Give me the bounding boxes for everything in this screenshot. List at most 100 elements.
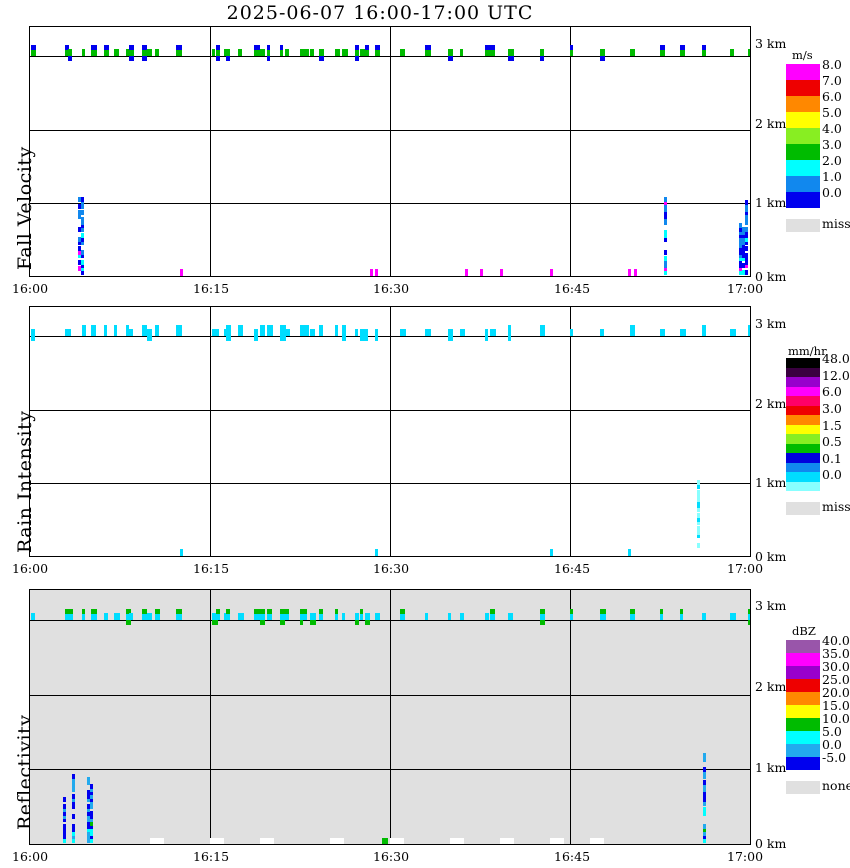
data-cell bbox=[703, 831, 706, 836]
data-cell bbox=[630, 325, 635, 331]
vertical-gridline bbox=[570, 27, 571, 276]
colorbar-swatch bbox=[786, 176, 820, 192]
data-cell bbox=[480, 269, 483, 276]
data-cell bbox=[660, 45, 665, 51]
data-cell bbox=[319, 612, 323, 620]
data-cell bbox=[745, 227, 748, 232]
data-cell bbox=[703, 774, 706, 779]
data-cell bbox=[697, 533, 700, 538]
data-cell bbox=[254, 45, 260, 51]
data-cell bbox=[280, 45, 283, 51]
data-cell bbox=[104, 49, 109, 57]
data-cell bbox=[104, 45, 109, 51]
data-cell bbox=[72, 838, 75, 843]
data-cell bbox=[739, 260, 742, 265]
data-cell bbox=[90, 831, 93, 836]
panel2-xtick-2: 16:30 bbox=[373, 561, 410, 576]
data-cell bbox=[540, 608, 545, 614]
data-cell bbox=[745, 246, 748, 251]
panel3-xtick-2: 16:30 bbox=[373, 849, 410, 864]
data-cell bbox=[176, 49, 182, 57]
data-cell bbox=[360, 608, 363, 614]
data-cell bbox=[703, 790, 706, 795]
data-cell bbox=[63, 834, 66, 839]
colorbar-swatch bbox=[786, 679, 820, 692]
data-cell bbox=[508, 612, 513, 620]
colorbar-swatch bbox=[786, 462, 820, 472]
data-cell bbox=[570, 329, 573, 337]
data-cell bbox=[212, 329, 217, 337]
data-cell bbox=[702, 612, 706, 620]
data-cell bbox=[448, 49, 453, 57]
data-cell bbox=[540, 325, 545, 331]
data-cell bbox=[87, 838, 90, 843]
data-cell bbox=[739, 227, 742, 232]
colorbar-unit-ms: m/s bbox=[792, 48, 813, 62]
data-cell bbox=[748, 329, 750, 337]
data-cell bbox=[748, 612, 750, 620]
vertical-gridline bbox=[390, 27, 391, 276]
data-cell bbox=[745, 260, 748, 265]
colorbar-tick: 0.5 bbox=[822, 434, 842, 450]
data-cell bbox=[630, 608, 635, 614]
data-cell bbox=[216, 612, 220, 620]
colorbar-unit-mmhr: mm/hr bbox=[788, 344, 827, 358]
data-cell bbox=[81, 200, 84, 205]
data-cell bbox=[91, 325, 96, 331]
data-cell bbox=[400, 329, 406, 337]
data-cell bbox=[72, 784, 75, 789]
data-cell bbox=[703, 827, 706, 832]
data-cell bbox=[72, 780, 75, 785]
data-cell bbox=[114, 49, 119, 57]
data-cell bbox=[630, 612, 635, 620]
data-cell bbox=[90, 817, 93, 822]
data-cell bbox=[126, 325, 129, 331]
data-cell bbox=[129, 329, 133, 337]
data-cell bbox=[90, 834, 93, 839]
data-cell bbox=[702, 329, 706, 337]
data-cell bbox=[697, 530, 700, 535]
data-cell bbox=[129, 612, 133, 620]
data-cell bbox=[90, 797, 93, 802]
data-cell bbox=[664, 207, 667, 212]
data-cell bbox=[260, 612, 265, 620]
panel-reflectivity bbox=[29, 589, 751, 845]
data-cell bbox=[745, 237, 748, 242]
data-cell bbox=[680, 612, 683, 620]
colorbar-missing-label: miss bbox=[822, 499, 850, 514]
data-cell bbox=[114, 329, 117, 337]
data-cell bbox=[375, 269, 378, 276]
data-cell bbox=[739, 233, 742, 238]
data-cell bbox=[81, 220, 84, 225]
data-cell bbox=[360, 49, 366, 57]
data-cell bbox=[72, 797, 75, 802]
data-cell bbox=[126, 612, 131, 620]
data-cell bbox=[570, 45, 573, 51]
data-cell bbox=[680, 608, 683, 614]
data-cell bbox=[739, 240, 742, 245]
data-cell bbox=[72, 831, 75, 836]
data-cell bbox=[267, 329, 273, 337]
colorbar-swatch bbox=[786, 666, 820, 679]
data-cell bbox=[63, 807, 66, 812]
colorbar-tick: 0.0 bbox=[822, 185, 842, 200]
colorbar-tick: 3.0 bbox=[822, 400, 842, 416]
data-cell bbox=[355, 56, 359, 62]
data-cell bbox=[745, 263, 748, 268]
data-cell bbox=[739, 237, 742, 242]
colorbar-swatch bbox=[786, 415, 820, 425]
data-cell bbox=[81, 237, 84, 242]
panel-fall-velocity bbox=[29, 26, 751, 277]
colorbar-tick: 20.0 bbox=[822, 685, 850, 700]
data-cell bbox=[91, 45, 97, 51]
data-cell bbox=[697, 484, 700, 489]
data-cell bbox=[664, 260, 667, 265]
data-cell bbox=[226, 56, 230, 62]
data-cell bbox=[310, 329, 315, 337]
panel3-xtick-3: 16:45 bbox=[554, 849, 591, 864]
data-cell bbox=[400, 49, 405, 57]
data-cell bbox=[303, 49, 309, 57]
colorbar-tick: 8.0 bbox=[822, 57, 842, 72]
data-cell bbox=[664, 220, 667, 225]
data-cell bbox=[31, 49, 36, 57]
